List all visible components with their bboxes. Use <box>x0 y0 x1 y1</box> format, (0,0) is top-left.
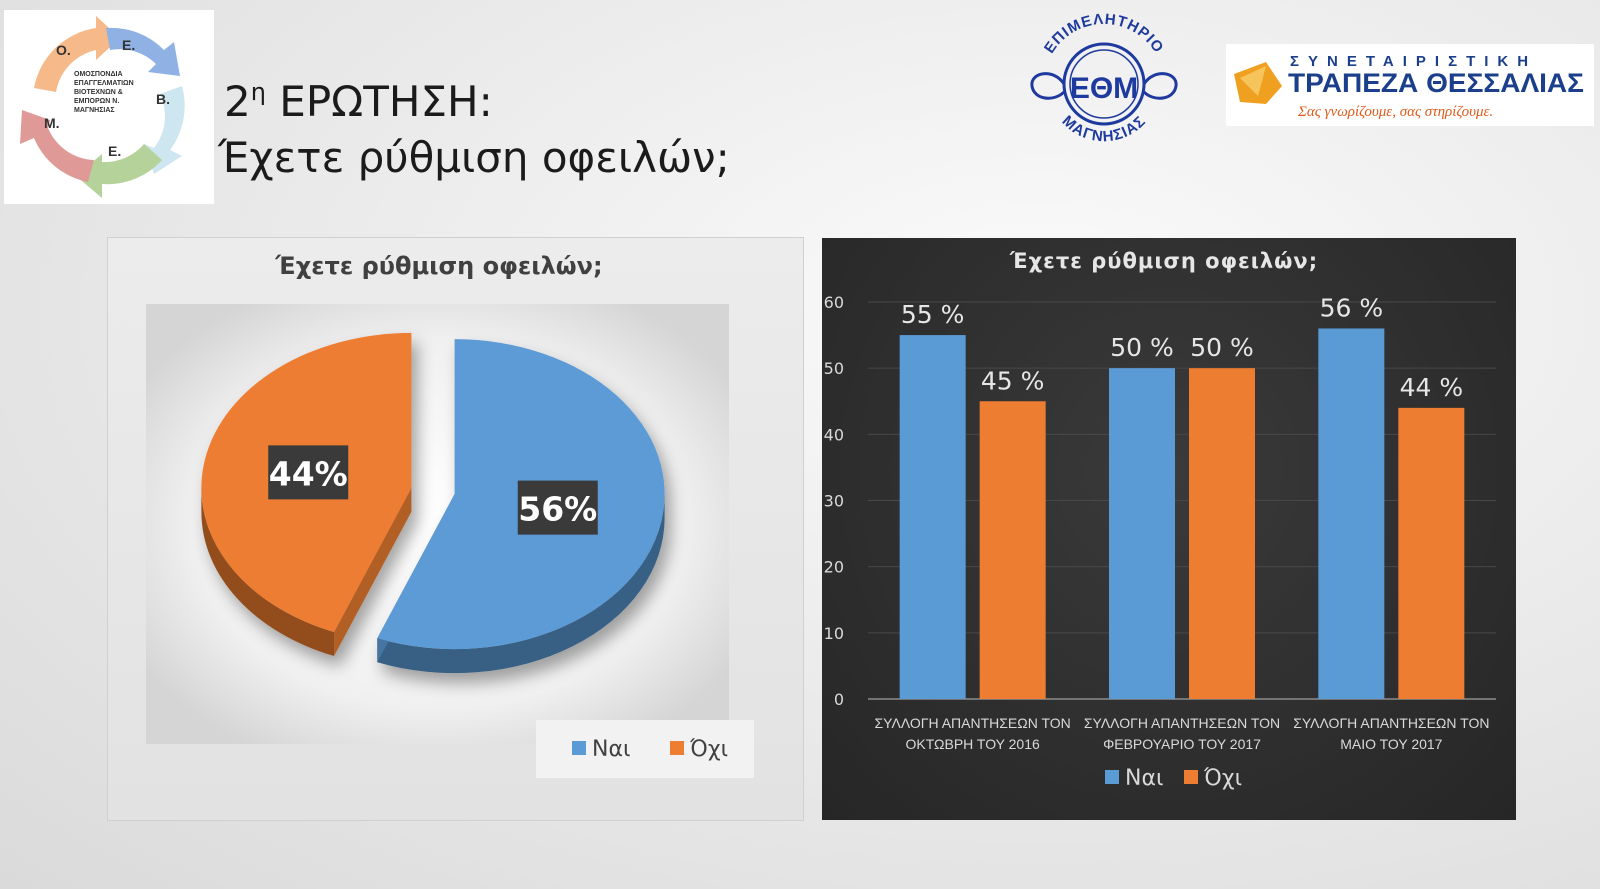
slide-title: 2η ΕΡΩΤΗΣΗ: Έχετε ρύθμιση οφειλών; <box>218 74 730 186</box>
bar-data-label: 50 % <box>1110 333 1174 362</box>
title-question-label: ΕΡΩΤΗΣΗ: <box>265 77 493 126</box>
omep-letter-e2: Ε. <box>108 143 121 159</box>
bar-data-label: 50 % <box>1190 333 1254 362</box>
pie-labels-layer: 56% 44% <box>268 445 598 535</box>
bar-data-label: 45 % <box>981 366 1045 395</box>
bar-data-label: 44 % <box>1400 373 1464 402</box>
bar-x-tick-label: ΣΥΛΛΟΓΗ ΑΠΑΝΤΗΣΕΩΝ ΤΟΝ <box>1084 715 1280 731</box>
omep-text-line: ΜΑΓΝΗΣΙΑΣ <box>74 107 115 114</box>
omep-text-line: ΟΜΟΣΠΟΝΔΙΑ <box>74 71 123 78</box>
legend-swatch-no <box>670 741 684 755</box>
bar-x-tick-label: ΦΕΒΡΟΥΑΡΙΟ ΤΟΥ 2017 <box>1103 736 1261 752</box>
omep-letter-e1: Ε. <box>122 37 135 53</box>
omep-letter-o: Ο. <box>56 42 71 58</box>
pie-chart-panel: Έχετε ρύθμιση οφειλών; 56% 44% Ναι Όχι <box>108 238 803 820</box>
title-ordinal: η <box>250 78 266 106</box>
slide-title-line1: 2η ΕΡΩΤΗΣΗ: <box>218 74 730 130</box>
bar-yes-3 <box>1318 328 1385 699</box>
bar-data-label: 55 % <box>901 300 965 329</box>
bar-legend-label-no: Όχι <box>1203 766 1242 791</box>
omep-text-line: ΒΙΟΤΕΧΝΩΝ & <box>74 89 123 96</box>
pie-chart-title: Έχετε ρύθμιση οφειλών; <box>274 252 602 280</box>
bar-y-tick-label: 40 <box>824 425 844 444</box>
bank-logo-graphic: ΣΥΝΕΤΑΙΡΙΣΤΙΚΗ ΤΡΑΠΕΖΑ ΘΕΣΣΑΛΙΑΣ Σας γνω… <box>1226 44 1594 126</box>
omep-letter-m: Μ. <box>44 115 60 131</box>
omep-text-line: ΕΜΠΟΡΩΝ Ν. <box>74 98 119 105</box>
bank-line2: ΤΡΑΠΕΖΑ ΘΕΣΣΑΛΙΑΣ <box>1288 68 1584 98</box>
pie-data-label: 44% <box>268 445 349 500</box>
omep-arrow-lightblue <box>144 86 185 174</box>
omep-logo: Ο. Ε. Β. Ε. Μ. ΟΜΟΣΠΟΝΔΙΑ ΕΠΑΓΓΕΛΜΑΤΙΩΝ … <box>4 10 214 204</box>
pie-data-label-box <box>517 480 598 535</box>
eom-center-text: ΕΘΜ <box>1070 72 1138 105</box>
omep-letter-v: Β. <box>156 91 170 107</box>
omep-logo-graphic: Ο. Ε. Β. Ε. Μ. ΟΜΟΣΠΟΝΔΙΑ ΕΠΑΓΓΕΛΜΑΤΙΩΝ … <box>20 16 185 198</box>
bar-legend-label-yes: Ναι <box>1125 766 1163 791</box>
eom-seal-logo: ΕΠΙΜΕΛΗΤΗΡΙΟ ΕΘΜ ΜΑΓΝΗΣΙΑΣ <box>1020 8 1188 158</box>
bank-line1: ΣΥΝΕΤΑΙΡΙΣΤΙΚΗ <box>1290 53 1537 70</box>
pie-slice-side <box>377 494 665 674</box>
bar-x-tick-label: ΟΚΤΩΒΡΗ ΤΟΥ 2016 <box>906 736 1040 752</box>
pie-data-label-box <box>268 445 349 500</box>
bar-chart: Έχετε ρύθμιση οφειλών; 0 10 20 30 40 50 60 55 … <box>824 249 1496 791</box>
bank-logo-box <box>1226 44 1594 126</box>
legend-swatch-yes <box>572 741 586 755</box>
pie-data-label-text: 56% <box>518 490 597 529</box>
bar-series-layer <box>899 328 1465 699</box>
omep-arrow-red <box>20 110 94 182</box>
title-number: 2 <box>224 77 251 126</box>
eom-scroll-right <box>1142 72 1178 100</box>
bank-logo: ΣΥΝΕΤΑΙΡΙΣΤΙΚΗ ΤΡΑΠΕΖΑ ΘΕΣΣΑΛΙΑΣ Σας γνω… <box>1226 44 1594 126</box>
pie-legend: Ναι Όχι <box>572 737 728 762</box>
bar-y-axis: 0 10 20 30 40 50 60 <box>824 293 844 709</box>
bank-emblem-accent-icon <box>1240 66 1266 96</box>
omep-arrow-blue <box>106 27 180 76</box>
bar-y-tick-label: 0 <box>834 690 844 709</box>
pie-chart: Έχετε ρύθμιση οφειλών; 56% 44% Ναι Όχι <box>146 252 754 778</box>
bar-yes-1 <box>899 335 966 699</box>
bar-x-tick-label: ΜΑΙΟ ΤΟΥ 2017 <box>1340 736 1442 752</box>
pie-slice-side <box>201 487 335 657</box>
bar-y-tick-label: 10 <box>824 624 844 643</box>
bar-no-2 <box>1189 368 1255 699</box>
pie-data-label: 56% <box>517 480 598 535</box>
bar-data-label: 56 % <box>1320 293 1384 322</box>
bar-x-tick-label: ΣΥΛΛΟΓΗ ΑΠΑΝΤΗΣΕΩΝ ΤΟΝ <box>875 715 1071 731</box>
eom-inner-ring <box>1069 49 1139 119</box>
omep-arrow-green <box>76 144 162 198</box>
bar-legend-swatch-no <box>1184 770 1198 784</box>
pie-slice-cut-face <box>334 487 412 657</box>
bar-no-3 <box>1398 407 1465 699</box>
bar-chart-title: Έχετε ρύθμιση οφειλών; <box>1009 249 1318 273</box>
omep-text-line: ΕΠΑΓΓΕΛΜΑΤΙΩΝ <box>74 80 134 87</box>
bar-yes-2 <box>1109 368 1175 699</box>
bank-slogan: Σας γνωρίζουμε, σας στηρίζουμε. <box>1297 104 1493 120</box>
bar-legend-swatch-yes <box>1105 770 1119 784</box>
pie-data-label-text: 44% <box>269 454 348 493</box>
bar-no-1 <box>979 401 1046 699</box>
legend-label-no: Όχι <box>689 737 728 762</box>
bar-data-labels: 55 % 45 % 50 % 50 % 56 % 44 % <box>901 293 1463 401</box>
eom-seal-graphic: ΕΠΙΜΕΛΗΤΗΡΙΟ ΕΘΜ ΜΑΓΝΗΣΙΑΣ <box>1030 11 1178 145</box>
bar-y-tick-label: 60 <box>824 293 844 312</box>
bar-x-axis: ΣΥΛΛΟΓΗ ΑΠΑΝΤΗΣΕΩΝ ΤΟΝ ΟΚΤΩΒΡΗ ΤΟΥ 2016 ΣΥ… <box>875 715 1490 752</box>
bar-y-tick-label: 30 <box>824 492 844 511</box>
bar-chart-panel: Έχετε ρύθμιση οφειλών; 0 10 20 30 40 50 60 55 … <box>822 238 1516 820</box>
bar-gridlines <box>868 301 1496 700</box>
bar-legend: Ναι Όχι <box>1105 766 1242 791</box>
bar-y-tick-label: 20 <box>824 558 844 577</box>
slide-subtitle: Έχετε ρύθμιση οφειλών; <box>218 133 730 182</box>
eom-scroll-left <box>1030 72 1066 100</box>
omep-arrow-orange <box>34 16 120 92</box>
bar-x-tick-label: ΣΥΛΛΟΓΗ ΑΠΑΝΤΗΣΕΩΝ ΤΟΝ <box>1293 715 1489 731</box>
bar-y-tick-label: 50 <box>824 359 844 378</box>
legend-label-yes: Ναι <box>592 737 630 762</box>
